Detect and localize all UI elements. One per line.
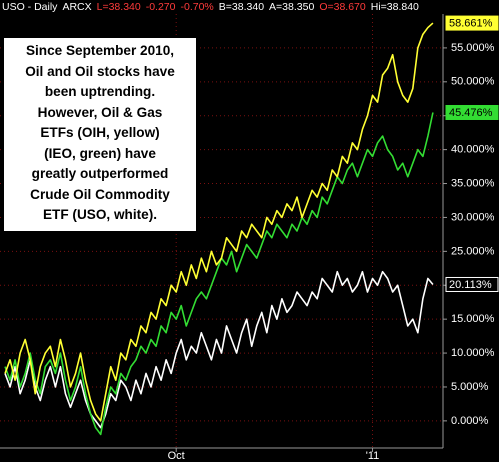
annotation-line: ETFs (OIH, yellow) — [40, 125, 160, 140]
y-tick-label: 40.000% — [451, 144, 495, 156]
y-tick-label: 0.000% — [451, 415, 489, 427]
change: -0.270 — [145, 1, 176, 13]
y-tick-label: 25.000% — [451, 245, 495, 257]
annotation-line: Oil and Oil stocks have — [25, 63, 175, 79]
series-line — [4, 112, 434, 436]
y-tick-label: 5.000% — [451, 381, 489, 393]
ask: A=38.350 — [269, 1, 315, 13]
y-tick-label: 15.000% — [451, 313, 495, 325]
change-pct: -0.70% — [180, 1, 214, 13]
series-line — [4, 22, 434, 422]
x-tick-label: '11 — [366, 450, 380, 462]
annotation-line: However, Oil & Gas — [37, 104, 163, 120]
last: L=38.340 — [96, 1, 141, 13]
annotation-line: been uptrending. — [44, 84, 156, 99]
y-tick-label: 30.000% — [451, 211, 495, 223]
y-tick-label: 55.000% — [451, 42, 495, 54]
symbol: USO - Daily — [2, 1, 58, 13]
last-value-box — [445, 276, 499, 292]
last-value-box — [445, 15, 499, 31]
annotation-line: ETF (USO, white). — [42, 207, 158, 222]
annotation-line: Crude Oil Commodity — [30, 186, 170, 202]
annotation-line: greatly outperformed — [31, 166, 169, 181]
header: USO - Daily ARCX L=38.340 -0.270 -0.70% B=38.… — [2, 1, 424, 13]
y-tick-label: 10.000% — [451, 347, 495, 359]
bid: B=38.340 — [218, 1, 265, 13]
last-value-box — [445, 104, 499, 120]
axis-panel — [443, 14, 499, 448]
last-value-label: 20.113% — [449, 279, 492, 291]
y-tick-label: 35.000% — [451, 177, 495, 189]
series-line — [4, 270, 434, 429]
high: Hi=38.840 — [370, 1, 419, 13]
open: O=38.670 — [319, 1, 366, 13]
annotation: Since September 2010, Oil and Oil stocks … — [3, 37, 197, 232]
annotation-line: Since September 2010, — [25, 43, 175, 58]
exchange: ARCX — [62, 1, 92, 13]
x-tick-label: Oct — [168, 450, 185, 462]
y-tick-label: 50.000% — [451, 76, 495, 88]
annotation-line: (IEO, green) have — [44, 145, 156, 161]
last-value-label: 58.661% — [449, 17, 493, 29]
last-value-label: 45.476% — [449, 107, 493, 119]
